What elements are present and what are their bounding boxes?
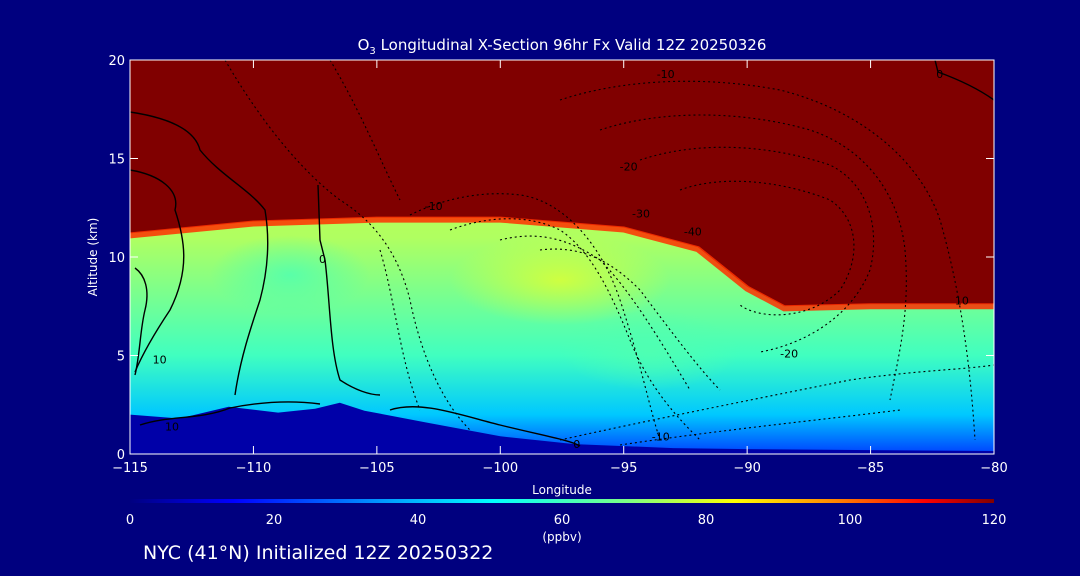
x-tick-label: −90 [733, 461, 760, 476]
y-tick-label: 10 [108, 251, 125, 266]
x-axis-label: Longitude [532, 483, 592, 497]
terrain-region [130, 402, 994, 454]
colorbar-ticks: 0 20 40 60 80 100 120 [126, 513, 1007, 528]
mid-troposphere-blob [210, 235, 370, 315]
colorbar-tick-label: 60 [554, 513, 571, 528]
mid-troposphere-blob [450, 235, 670, 325]
contour-label: -40 [684, 225, 702, 238]
solid-contours [130, 60, 994, 447]
contour-label: 0 [936, 68, 943, 81]
y-tick-label: 0 [117, 448, 125, 463]
colorbar [130, 499, 994, 503]
stratosphere-region [130, 60, 994, 307]
contour-labels: -10 -20 -30 -40 -10 -20 -10 10 10 10 0 0 0 [153, 68, 969, 451]
contour-label: 10 [165, 420, 179, 433]
x-tick-label: −110 [236, 461, 272, 476]
colorbar-tick-label: 80 [698, 513, 715, 528]
colorbar-tick-label: 20 [266, 513, 283, 528]
x-axis: −115 −110 −105 −100 −95 −90 −85 −80 [112, 60, 1008, 476]
chart-title: O3 Longitudinal X-Section 96hr Fx Valid … [358, 36, 767, 57]
contour-label: 10 [153, 353, 167, 366]
y-axis-label: Altitude (km) [86, 218, 100, 297]
forecast-init-caption: NYC (41°N) Initialized 12Z 20250322 [143, 542, 494, 564]
x-tick-label: −85 [857, 461, 884, 476]
x-tick-label: −105 [359, 461, 395, 476]
contour-label: 10 [955, 294, 969, 307]
contour-label: 0 [319, 253, 326, 266]
y-tick-label: 20 [108, 54, 125, 69]
colorbar-tick-label: 100 [838, 513, 863, 528]
x-tick-label: −80 [980, 461, 1007, 476]
contour-label: -20 [780, 348, 798, 361]
colorbar-units: (ppbv) [542, 530, 581, 544]
contour-label: -10 [657, 68, 675, 81]
contour-label: -10 [652, 430, 670, 443]
contour-label: -10 [425, 200, 443, 213]
x-tick-label: −95 [610, 461, 637, 476]
x-tick-label: −115 [112, 461, 148, 476]
y-axis: 0 5 10 15 20 [108, 54, 994, 463]
colorbar-tick-label: 40 [410, 513, 427, 528]
y-tick-label: 5 [117, 350, 125, 365]
contour-label: 0 [573, 438, 580, 451]
mid-troposphere-blob [560, 310, 740, 390]
x-tick-label: −100 [482, 461, 518, 476]
plot-area: -10 -20 -30 -40 -10 -20 -10 10 10 10 0 0 0 [130, 60, 994, 454]
y-tick-label: 15 [108, 153, 125, 168]
contour-label: -30 [632, 208, 650, 221]
colorbar-tick-label: 0 [126, 513, 134, 528]
dotted-contours [224, 60, 994, 446]
colorbar-tick-label: 120 [982, 513, 1007, 528]
contour-label: -20 [620, 160, 638, 173]
tropopause-edge [130, 216, 994, 312]
